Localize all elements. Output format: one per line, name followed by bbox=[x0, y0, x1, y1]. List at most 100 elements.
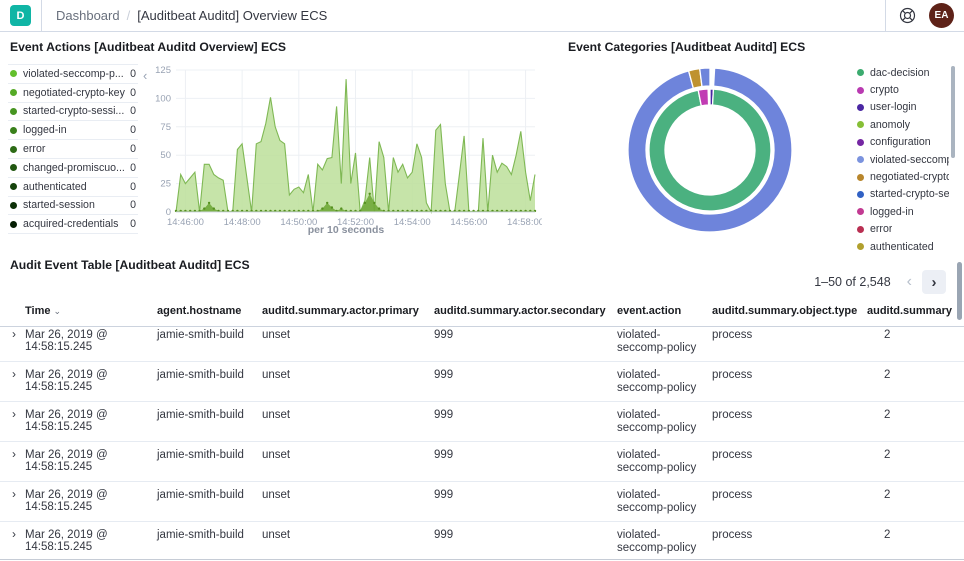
legend-item[interactable]: logged-in bbox=[855, 203, 949, 220]
legend-item[interactable]: started-session 0 bbox=[8, 197, 138, 216]
breadcrumb-separator: / bbox=[126, 8, 131, 23]
legend-color-dot bbox=[857, 190, 864, 198]
column-header-time[interactable]: Time ⌄ bbox=[25, 305, 62, 317]
legend-item[interactable]: changed-promiscuo... 0 bbox=[8, 159, 138, 178]
panel-event-actions: Event Actions [Auditbeat Auditd Overview… bbox=[0, 34, 560, 252]
legend-item-label: authenticated bbox=[870, 240, 934, 253]
cell-actor-primary: unset bbox=[262, 329, 291, 341]
event-categories-legend: dac-decision crypto user-login anomoly c… bbox=[855, 64, 949, 255]
legend-item[interactable]: negotiated-crypto... bbox=[855, 168, 949, 185]
expand-row-icon[interactable]: › bbox=[12, 407, 16, 421]
legend-color-dot bbox=[857, 156, 864, 164]
cell-time: Mar 26, 2019 @ 14:58:15.245 bbox=[25, 329, 108, 353]
legend-item-value: 0 bbox=[130, 124, 136, 137]
pagination-range: 1–50 of 2,548 bbox=[814, 275, 891, 289]
breadcrumb-dashboard-link[interactable]: Dashboard bbox=[56, 8, 120, 23]
legend-item[interactable]: acquired-credentials 0 bbox=[8, 215, 138, 235]
svg-text:14:56:00: 14:56:00 bbox=[450, 217, 487, 228]
user-avatar[interactable]: EA bbox=[929, 3, 954, 28]
cell-time: Mar 26, 2019 @ 14:58:15.245 bbox=[25, 449, 108, 473]
cell-hostname: jamie-smith-build bbox=[157, 329, 244, 341]
expand-row-icon[interactable]: › bbox=[12, 487, 16, 501]
legend-item[interactable]: violated-seccomp... bbox=[855, 151, 949, 168]
table-header-row: Time ⌄ agent.hostname auditd.summary.acto… bbox=[0, 300, 964, 327]
table-row: › Mar 26, 2019 @ 14:58:15.245 jamie-smit… bbox=[0, 362, 964, 402]
column-header-actor-primary[interactable]: auditd.summary.actor.primary bbox=[262, 305, 419, 317]
legend-item[interactable]: violated-seccomp-p... 0 bbox=[8, 65, 138, 84]
cell-time: Mar 26, 2019 @ 14:58:15.245 bbox=[25, 529, 108, 553]
header-right-group: EA bbox=[875, 0, 964, 32]
prev-page-button[interactable]: ‹ bbox=[906, 273, 912, 290]
cell-summary: 2 bbox=[884, 409, 891, 421]
column-header-event-action[interactable]: event.action bbox=[617, 305, 682, 317]
expand-row-icon[interactable]: › bbox=[12, 447, 16, 461]
table-row: › Mar 26, 2019 @ 14:58:15.245 jamie-smit… bbox=[0, 322, 964, 362]
cell-event-action: violated-seccomp-policy bbox=[617, 489, 697, 514]
sort-icon: ⌄ bbox=[53, 306, 62, 316]
app-logo[interactable]: D bbox=[10, 5, 31, 26]
column-header-hostname[interactable]: agent.hostname bbox=[157, 305, 242, 317]
event-actions-area-chart[interactable]: 0 25 50 75 100 125 14:46:00 14:48:00 14:50:00 14:… bbox=[150, 58, 542, 232]
legend-item-label: negotiated-crypto... bbox=[870, 171, 949, 184]
legend-item[interactable]: error 0 bbox=[8, 140, 138, 159]
legend-color-dot bbox=[10, 107, 17, 115]
column-header-object-type[interactable]: auditd.summary.object.type bbox=[712, 305, 858, 317]
cell-event-action: violated-seccomp-policy bbox=[617, 369, 697, 394]
legend-item-label: logged-in bbox=[870, 205, 914, 218]
cell-summary: 2 bbox=[884, 489, 891, 501]
next-page-button[interactable]: › bbox=[922, 270, 946, 294]
cell-actor-secondary: 999 bbox=[434, 449, 454, 461]
legend-item[interactable]: dac-decision bbox=[855, 64, 949, 81]
column-header-actor-secondary[interactable]: auditd.summary.actor.secondary bbox=[434, 305, 606, 317]
legend-item[interactable]: negotiated-crypto-key 0 bbox=[8, 84, 138, 103]
expand-row-icon[interactable]: › bbox=[12, 527, 16, 541]
legend-item[interactable]: started-crypto-se... bbox=[855, 186, 949, 203]
legend-item[interactable]: configuration bbox=[855, 134, 949, 151]
cell-time: Mar 26, 2019 @ 14:58:15.245 bbox=[25, 369, 108, 393]
cell-object-type: process bbox=[712, 449, 753, 461]
cell-summary: 2 bbox=[884, 369, 891, 381]
legend-color-dot bbox=[857, 225, 864, 233]
svg-text:14:48:00: 14:48:00 bbox=[224, 217, 261, 228]
legend-item-label: changed-promiscuo... bbox=[23, 161, 125, 174]
legend-item[interactable]: authenticated 0 bbox=[8, 178, 138, 197]
cell-actor-primary: unset bbox=[262, 489, 291, 501]
expand-row-icon[interactable]: › bbox=[12, 367, 16, 381]
legend-item[interactable]: crypto bbox=[855, 81, 949, 98]
table-scrollbar[interactable] bbox=[957, 262, 962, 320]
legend-item[interactable]: started-crypto-sessi... 0 bbox=[8, 103, 138, 122]
legend-item[interactable]: user-login bbox=[855, 99, 949, 116]
cell-hostname: jamie-smith-build bbox=[157, 369, 244, 381]
header-divider bbox=[885, 0, 886, 31]
legend-color-dot bbox=[10, 164, 17, 172]
cell-actor-secondary: 999 bbox=[434, 369, 454, 381]
legend-item[interactable]: error bbox=[855, 221, 949, 238]
table-row: › Mar 26, 2019 @ 14:58:15.245 jamie-smit… bbox=[0, 482, 964, 522]
help-icon[interactable] bbox=[899, 7, 916, 24]
legend-item-label: anomoly bbox=[870, 118, 911, 131]
legend-item-label: user-login bbox=[870, 101, 917, 114]
column-header-summary[interactable]: auditd.summary bbox=[867, 305, 952, 317]
breadcrumb: Dashboard / [Auditbeat Auditd] Overview … bbox=[56, 8, 327, 23]
legend-item[interactable]: logged-in 0 bbox=[8, 121, 138, 141]
svg-text:75: 75 bbox=[160, 122, 171, 133]
panel-audit-event-table: Audit Event Table [Auditbeat Auditd] ECS… bbox=[0, 252, 964, 559]
legend-color-dot bbox=[857, 69, 864, 77]
legend-scrollbar[interactable] bbox=[951, 66, 955, 158]
svg-text:14:58:00: 14:58:00 bbox=[507, 217, 542, 228]
legend-item-label: started-crypto-sessi... bbox=[23, 105, 125, 118]
legend-color-dot bbox=[10, 126, 17, 134]
panel-title-event-categories: Event Categories [Auditbeat Auditd] ECS bbox=[568, 40, 806, 54]
cell-object-type: process bbox=[712, 369, 753, 381]
legend-item[interactable]: anomoly bbox=[855, 116, 949, 133]
cell-time: Mar 26, 2019 @ 14:58:15.245 bbox=[25, 409, 108, 433]
cell-actor-primary: unset bbox=[262, 369, 291, 381]
cell-summary: 2 bbox=[884, 529, 891, 541]
svg-text:100: 100 bbox=[155, 93, 171, 104]
expand-row-icon[interactable]: › bbox=[12, 327, 16, 341]
legend-item[interactable]: authenticated bbox=[855, 238, 949, 255]
legend-color-dot bbox=[857, 208, 864, 216]
event-categories-donut-chart[interactable] bbox=[600, 56, 820, 252]
collapse-legend-icon[interactable]: ‹ bbox=[143, 68, 148, 83]
page-title: [Auditbeat Auditd] Overview ECS bbox=[137, 8, 328, 23]
